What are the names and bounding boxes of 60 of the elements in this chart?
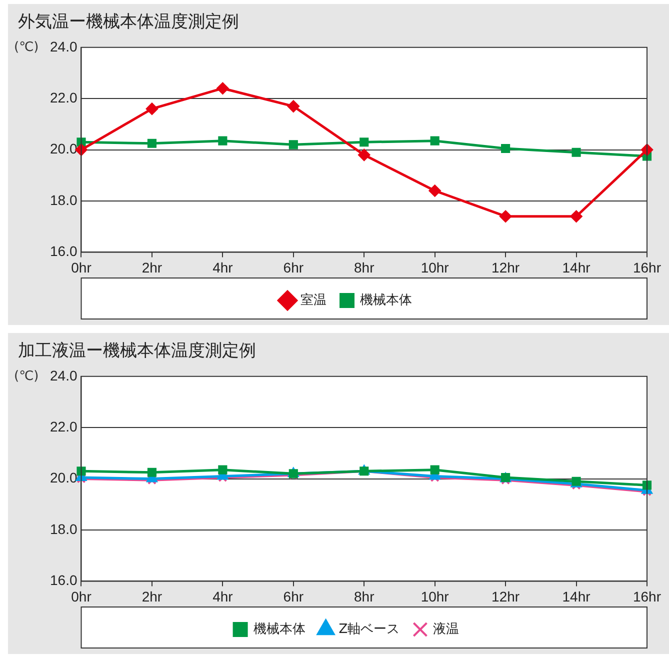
y-tick-label: 20.0 xyxy=(50,470,78,486)
x-tick-label: 12hr xyxy=(492,588,520,604)
point xyxy=(146,102,158,115)
point xyxy=(641,144,653,156)
point xyxy=(288,140,298,150)
y-axis-title: (℃) xyxy=(14,368,39,384)
point xyxy=(76,466,86,476)
x-tick-label: 8hr xyxy=(354,259,375,276)
chart-title: 加工液温ー機械本体温度測定例 xyxy=(17,340,257,363)
y-tick-label: 20.0 xyxy=(50,140,78,157)
x-tick-label: 6hr xyxy=(283,259,304,276)
y-tick-label: 18.0 xyxy=(50,192,78,208)
x-tick-label: 16hr xyxy=(632,259,662,276)
y-axis-title: (℃) xyxy=(14,40,39,55)
x-tick-label: 10hr xyxy=(420,259,450,276)
x-tick-label: 14hr xyxy=(562,588,591,604)
x-tick-label: 12hr xyxy=(492,259,520,276)
point xyxy=(570,210,582,222)
x-tick-label: 0hr xyxy=(71,259,92,276)
point xyxy=(500,210,512,222)
legend-label: 液温 xyxy=(433,622,460,637)
point xyxy=(218,472,228,482)
y-tick-label: 24.0 xyxy=(50,367,78,384)
chart-title: 外気温ー機械本体温度測定例 xyxy=(17,11,240,34)
point xyxy=(572,148,581,157)
x-tick-label: 4hr xyxy=(212,588,234,604)
y-tick-label: 22.0 xyxy=(50,89,78,106)
point xyxy=(218,136,228,146)
x-tick-label: 8hr xyxy=(354,588,375,604)
point xyxy=(430,472,440,482)
point xyxy=(147,138,157,148)
y-tick-label: 16.0 xyxy=(50,243,78,260)
point xyxy=(216,82,229,94)
x-tick-label: 16hr xyxy=(632,588,662,604)
x-tick-label: 2hr xyxy=(142,588,162,604)
legend-label: Z軸ベース xyxy=(338,622,400,637)
point xyxy=(430,136,440,146)
point xyxy=(287,100,300,112)
y-tick-label: 22.0 xyxy=(50,418,78,434)
point xyxy=(642,480,652,490)
y-tick-label: 24.0 xyxy=(50,38,78,54)
x-tick-label: 0hr xyxy=(71,588,92,604)
legend-label: 室温 xyxy=(300,292,326,308)
point xyxy=(501,144,510,154)
point xyxy=(147,468,157,477)
x-tick-label: 2hr xyxy=(142,259,162,276)
x-tick-label: 4hr xyxy=(212,259,234,276)
x-tick-label: 6hr xyxy=(283,588,304,604)
x-tick-label: 14hr xyxy=(562,259,591,276)
legend-label: 機械本体 xyxy=(253,622,306,637)
point xyxy=(360,138,369,147)
point xyxy=(218,465,228,474)
y-tick-label: 18.0 xyxy=(50,520,78,537)
x-tick-label: 10hr xyxy=(420,588,450,604)
point xyxy=(147,476,157,485)
point xyxy=(358,148,370,161)
point xyxy=(430,465,440,474)
point xyxy=(428,184,441,197)
legend-label: 機械本体 xyxy=(360,292,412,308)
y-tick-label: 16.0 xyxy=(50,572,78,588)
